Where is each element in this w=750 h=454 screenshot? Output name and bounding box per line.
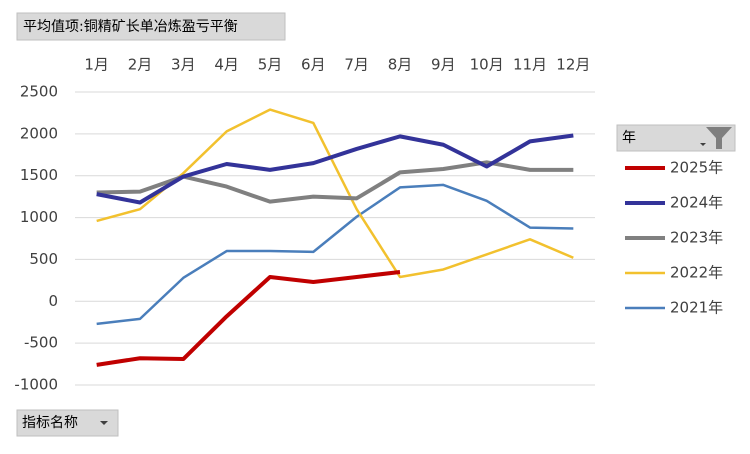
y-tick-label: -500 — [24, 334, 58, 352]
x-tick-label: 10月 — [470, 56, 504, 74]
y-tick-label: 1000 — [20, 208, 58, 226]
x-tick-label: 6月 — [301, 56, 326, 74]
category-filter-button[interactable] — [16, 409, 119, 437]
legend-title: 年 — [622, 130, 636, 146]
series-line — [96, 108, 574, 279]
dropdown-arrow — [100, 421, 108, 425]
x-tick-label: 4月 — [214, 56, 239, 74]
dropdown-arrow — [700, 143, 706, 146]
legend-label: 2023年 — [670, 229, 723, 247]
x-tick-label: 5月 — [258, 56, 283, 74]
series-line — [96, 133, 574, 205]
series-line — [96, 269, 401, 367]
y-tick-label: 1500 — [20, 166, 58, 184]
x-tick-label: 3月 — [171, 56, 196, 74]
title-button[interactable] — [16, 12, 286, 41]
chart-title: 平均值项:铜精矿长单冶炼盈亏平衡 — [23, 19, 238, 35]
y-tick-label: 500 — [29, 250, 58, 268]
legend-label: 2024年 — [670, 194, 723, 212]
series-line — [96, 183, 574, 326]
x-tick-label: 8月 — [388, 56, 413, 74]
y-tick-label: 2500 — [20, 83, 58, 101]
x-tick-label: 11月 — [513, 56, 547, 74]
filter-icon — [706, 127, 732, 149]
y-tick-label: -1000 — [14, 376, 58, 394]
y-tick-label: 2000 — [20, 124, 58, 142]
x-tick-label: 12月 — [556, 56, 590, 74]
x-tick-label: 2月 — [128, 56, 153, 74]
legend-label: 2025年 — [670, 159, 723, 177]
x-tick-label: 9月 — [431, 56, 456, 74]
legend-label: 2021年 — [670, 299, 723, 317]
category-field: 指标名称 — [22, 415, 78, 431]
legend-label: 2022年 — [670, 264, 723, 282]
x-tick-label: 1月 — [84, 56, 109, 74]
y-tick-label: 0 — [48, 292, 58, 310]
x-tick-label: 7月 — [344, 56, 369, 74]
